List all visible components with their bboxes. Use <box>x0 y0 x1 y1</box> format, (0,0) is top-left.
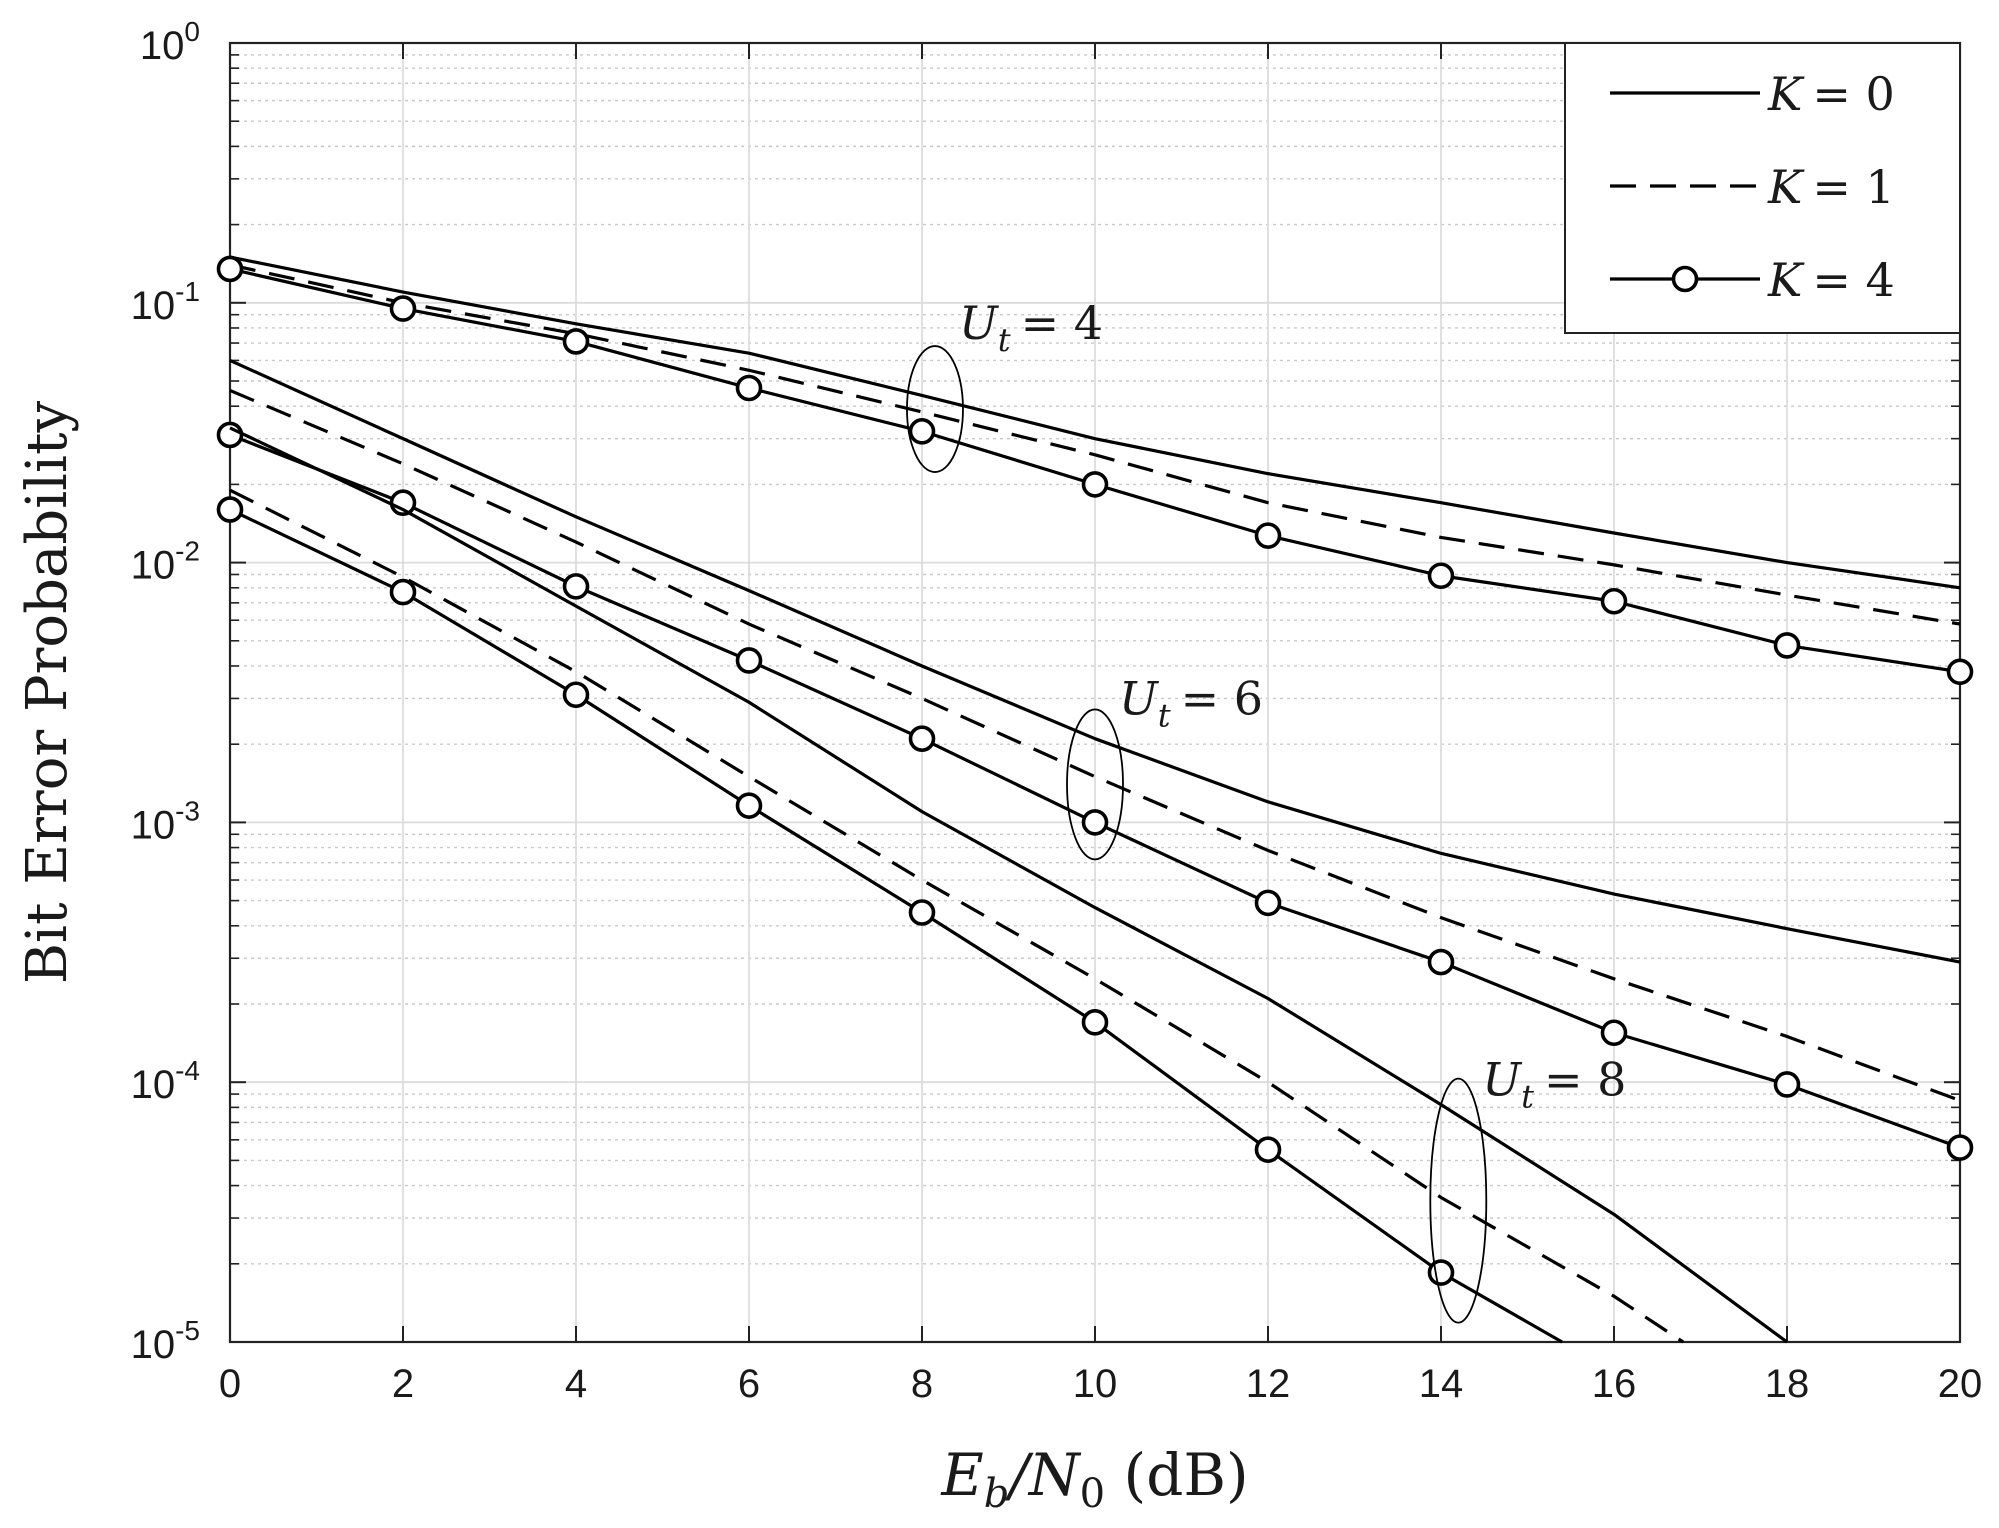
legend-marker <box>1671 265 1699 293</box>
data-point-marker <box>1427 1259 1455 1286</box>
group-label-sub: t <box>998 321 1011 359</box>
legend-label: K = 0 <box>1767 67 1895 121</box>
x-title-unit: (dB) <box>1105 1441 1248 1509</box>
x-title-slash: /N <box>1004 1441 1082 1509</box>
y-tick-exponent: -3 <box>175 795 200 826</box>
x-axis-title: Eb/N0 (dB) <box>940 1441 1248 1517</box>
data-point-marker <box>1254 522 1282 549</box>
y-tick-exponent: -2 <box>175 536 200 567</box>
legend-label-var: K <box>1767 253 1805 307</box>
group-label: Ut = 8 <box>1482 1053 1626 1116</box>
data-point-marker <box>1600 587 1628 615</box>
data-point-marker <box>1427 562 1455 590</box>
data-point-marker <box>735 374 763 402</box>
x-tick-label: 6 <box>738 1362 760 1406</box>
x-title-main: E <box>940 1441 983 1509</box>
data-point-marker <box>908 418 936 445</box>
data-point-marker <box>1946 658 1974 686</box>
group-label: Ut = 4 <box>959 296 1103 359</box>
y-tick-label: 10-5 <box>131 1315 200 1367</box>
data-point-marker <box>908 899 936 926</box>
y-tick-label: 10-3 <box>131 795 200 847</box>
data-point-marker <box>1081 1009 1109 1036</box>
series-line <box>229 358 1961 964</box>
y-tick-base: 10 <box>131 284 176 328</box>
y-tick-base: 10 <box>140 24 185 68</box>
series-line <box>229 263 1961 626</box>
legend-label-var: K <box>1767 67 1805 121</box>
data-point-marker <box>1773 1071 1801 1098</box>
group-label: Ut = 6 <box>1119 671 1263 734</box>
y-tick-label: 10-1 <box>131 276 200 328</box>
data-point-marker <box>216 255 244 283</box>
group-label-val: = 8 <box>1544 1053 1626 1107</box>
x-tick-label: 12 <box>1246 1362 1291 1406</box>
x-tick-label: 18 <box>1765 1362 1810 1406</box>
data-point-marker <box>389 578 417 606</box>
data-point-marker <box>562 573 590 600</box>
data-point-marker <box>735 647 763 674</box>
data-point-marker <box>1427 948 1455 976</box>
y-axis-title: Bit Error Probability <box>15 401 80 985</box>
x-title-sub2: 0 <box>1080 1471 1105 1517</box>
data-point-marker <box>1254 889 1282 917</box>
x-tick-label: 0 <box>219 1362 241 1406</box>
data-point-marker <box>216 496 244 523</box>
y-tick-base: 10 <box>131 544 176 588</box>
group-label-var: U <box>1482 1053 1523 1107</box>
group-ellipse <box>906 345 964 473</box>
series-line <box>229 255 1961 590</box>
x-tick-label: 8 <box>911 1362 933 1406</box>
group-ellipse <box>1429 1077 1488 1324</box>
data-point-marker <box>1081 471 1109 498</box>
data-point-marker <box>1254 1136 1282 1163</box>
data-point-marker <box>735 792 763 819</box>
data-point-marker <box>1773 632 1801 659</box>
group-label-sub: t <box>1158 696 1171 734</box>
y-tick-exponent: 0 <box>184 16 200 47</box>
data-point-marker <box>562 328 590 355</box>
y-tick-label: 100 <box>140 16 200 68</box>
legend-label: K = 4 <box>1767 253 1895 307</box>
data-point-marker <box>562 681 590 709</box>
x-tick-label: 2 <box>392 1362 414 1406</box>
y-tick-label: 10-2 <box>131 536 200 588</box>
y-tick-base: 10 <box>131 803 176 847</box>
legend-label-val: = 4 <box>1812 253 1894 307</box>
legend-label-val: = 1 <box>1812 160 1894 214</box>
y-tick-exponent: -4 <box>175 1055 200 1086</box>
data-point-marker <box>1081 809 1109 836</box>
x-tick-label: 14 <box>1419 1362 1464 1406</box>
x-tick-label: 10 <box>1073 1362 1118 1406</box>
x-tick-label: 20 <box>1938 1362 1983 1406</box>
legend-label-var: K <box>1767 160 1805 214</box>
group-ellipse <box>1066 708 1124 861</box>
series-line <box>229 426 1788 1344</box>
group-label-sub: t <box>1521 1078 1534 1116</box>
group-label-var: U <box>959 296 1000 350</box>
legend-label: K = 1 <box>1767 160 1895 214</box>
y-tick-base: 10 <box>131 1063 176 1107</box>
y-tick-label: 10-4 <box>131 1055 200 1107</box>
group-label-var: U <box>1119 671 1160 725</box>
data-point-marker <box>216 421 244 449</box>
group-label-val: = 4 <box>1021 296 1103 350</box>
legend-box <box>1564 42 1961 334</box>
legend-label-val: = 0 <box>1812 67 1894 121</box>
data-point-marker <box>1600 1019 1628 1047</box>
series-line <box>229 388 1961 1103</box>
data-point-marker <box>1946 1134 1974 1161</box>
y-tick-base: 10 <box>131 1323 176 1367</box>
group-label-val: = 6 <box>1181 671 1263 725</box>
x-title-sub1: b <box>984 1471 1010 1517</box>
data-point-marker <box>908 725 936 752</box>
series-line <box>229 488 1685 1344</box>
x-tick-label: 16 <box>1592 1362 1637 1406</box>
y-tick-exponent: -5 <box>175 1315 200 1346</box>
y-tick-exponent: -1 <box>175 276 200 307</box>
data-point-marker <box>389 295 417 322</box>
x-tick-label: 4 <box>565 1362 587 1406</box>
